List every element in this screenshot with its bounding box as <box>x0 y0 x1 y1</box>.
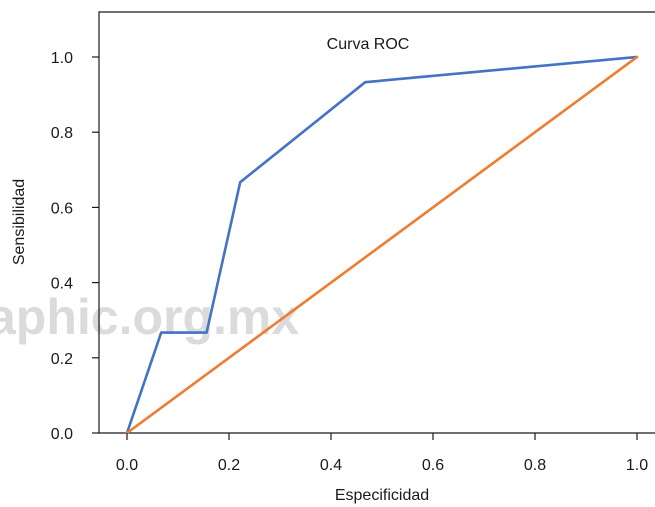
y-tick-label: 0.2 <box>51 351 73 368</box>
x-tick-label: 0.2 <box>218 457 240 474</box>
x-axis-title: Especificidad <box>335 487 429 504</box>
y-tick-label: 0.6 <box>51 200 73 217</box>
plot-border <box>98 11 655 434</box>
plot-frame <box>98 11 655 434</box>
x-tick-label: 1.0 <box>626 457 648 474</box>
x-tick-label: 0.4 <box>320 457 342 474</box>
x-tick-label: 0.6 <box>422 457 444 474</box>
x-axis: 0.0 0.2 0.4 0.6 0.8 1.0 <box>116 433 648 474</box>
roc-curve-line <box>125 55 639 435</box>
x-tick-label: 0.0 <box>116 457 138 474</box>
x-tick-label: 0.8 <box>524 457 546 474</box>
reference-diagonal-line <box>125 55 639 435</box>
series-layer <box>125 55 639 435</box>
y-tick-label: 0.0 <box>51 426 73 443</box>
watermark: aphic.org.mx <box>0 289 299 345</box>
y-axis: 0.0 0.2 0.4 0.6 0.8 1.0 <box>51 50 99 443</box>
y-tick-label: 0.8 <box>51 125 73 142</box>
chart-title: Curva ROC <box>327 36 410 53</box>
y-axis-title: Sensibilidad <box>11 179 28 265</box>
y-tick-label: 1.0 <box>51 50 73 67</box>
y-tick-label: 0.4 <box>51 276 73 293</box>
